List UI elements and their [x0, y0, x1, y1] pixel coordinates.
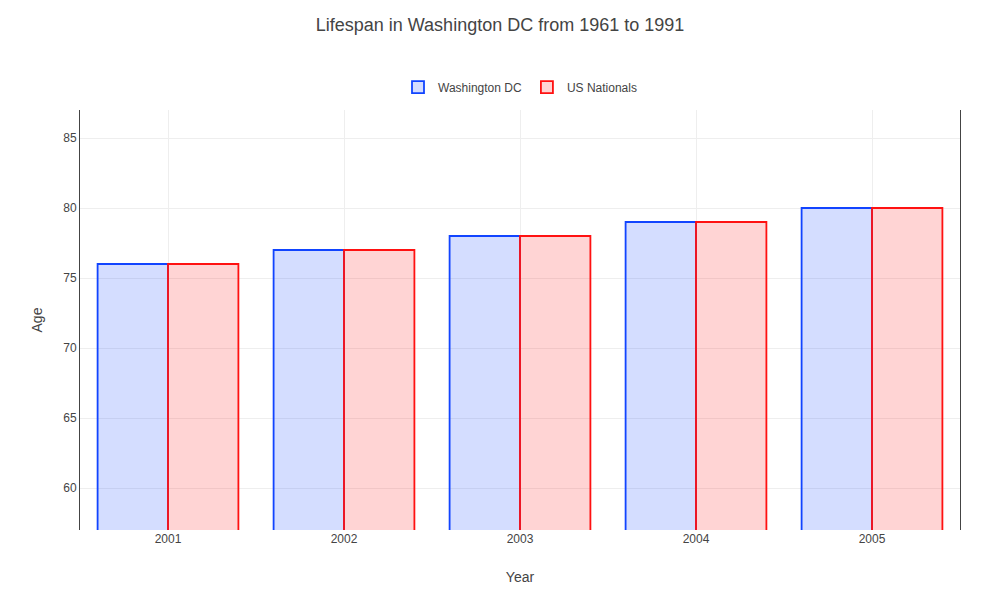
svg-text:2001: 2001: [155, 532, 182, 546]
svg-text:Age: Age: [29, 307, 45, 332]
svg-text:60: 60: [63, 481, 77, 495]
svg-text:70: 70: [63, 341, 77, 355]
svg-text:85: 85: [63, 131, 77, 145]
svg-text:65: 65: [63, 411, 77, 425]
svg-text:2005: 2005: [859, 532, 886, 546]
svg-text:2004: 2004: [683, 532, 710, 546]
svg-text:75: 75: [63, 271, 77, 285]
svg-text:2003: 2003: [507, 532, 534, 546]
svg-text:Washington DC: Washington DC: [438, 81, 522, 95]
svg-text:2002: 2002: [331, 532, 358, 546]
svg-text:Year: Year: [506, 569, 535, 585]
svg-text:US Nationals: US Nationals: [567, 81, 637, 95]
svg-text:Lifespan in Washington DC from: Lifespan in Washington DC from 1961 to 1…: [316, 15, 685, 35]
svg-text:80: 80: [63, 201, 77, 215]
